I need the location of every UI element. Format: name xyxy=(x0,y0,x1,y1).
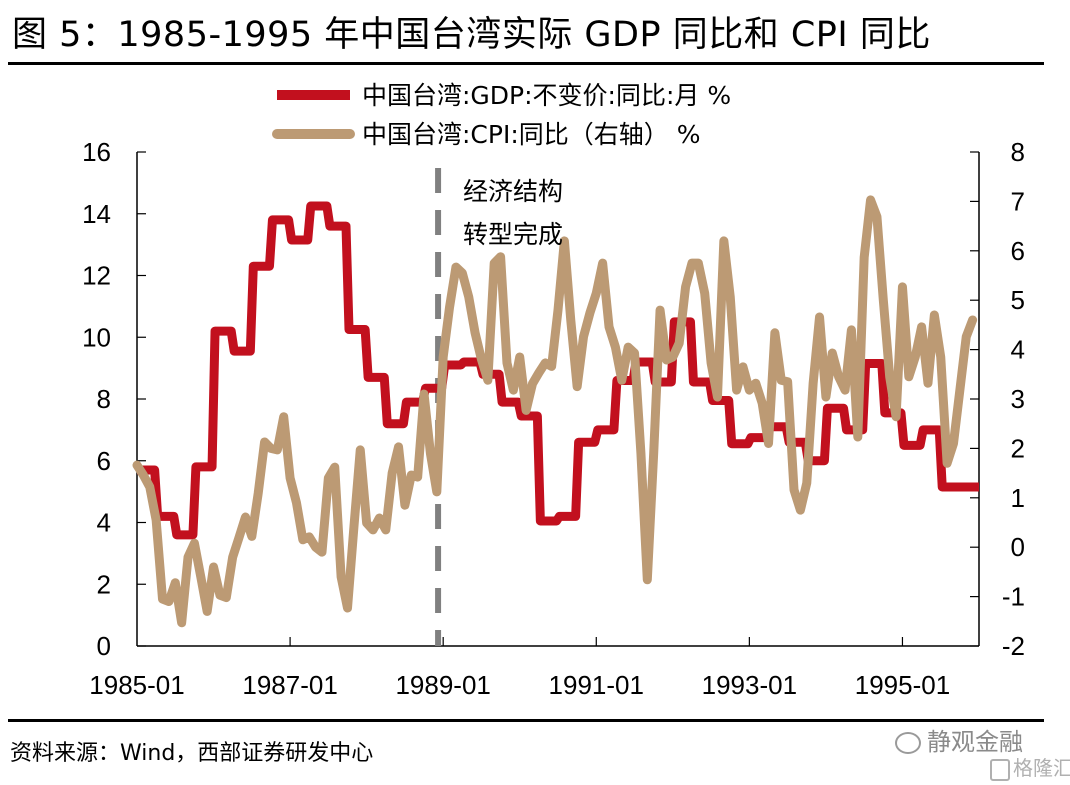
x-tick-label: 1987-01 xyxy=(242,670,337,700)
series-group xyxy=(132,195,979,628)
x-tick-label: 1993-01 xyxy=(702,670,797,700)
figure-title: 图 5：1985-1995 年中国台湾实际 GDP 同比和 CPI 同比 xyxy=(12,15,931,55)
y-right-tick-label: 4 xyxy=(1011,335,1025,365)
y-left-tick-label: 2 xyxy=(97,569,111,599)
y-left-tick-label: 0 xyxy=(97,631,111,661)
y-right-tick-label: 6 xyxy=(1011,236,1025,266)
legend-label-gdp: 中国台湾:GDP:不变价:同比:月 % xyxy=(362,81,731,110)
site-logo-icon xyxy=(990,758,1010,781)
watermark-site: 格隆汇 xyxy=(990,752,1070,781)
bottom-rule xyxy=(8,719,1044,722)
watermark-wechat: 静观金融 xyxy=(895,722,1023,757)
x-tick-label: 1985-01 xyxy=(89,670,184,700)
y-right-tick-label: 7 xyxy=(1011,186,1025,216)
watermark-site-text: 格隆汇 xyxy=(1013,756,1070,780)
wechat-icon xyxy=(895,732,921,754)
y-left-tick-label: 4 xyxy=(97,508,111,538)
source-note: 资料来源：Wind，西部证券研发中心 xyxy=(10,741,374,766)
y-left-tick-label: 8 xyxy=(97,384,111,414)
y-left-tick-label: 12 xyxy=(82,261,111,291)
annotation: 经济结构 转型完成 xyxy=(463,177,563,249)
y-right-tick-label: -1 xyxy=(1002,582,1025,612)
y-right-tick-label: 2 xyxy=(1011,433,1025,463)
watermark-wechat-text: 静观金融 xyxy=(927,728,1023,756)
annotation-line-2: 转型完成 xyxy=(463,220,563,249)
y-left-tick-label: 6 xyxy=(97,446,111,476)
y-left-tick-label: 16 xyxy=(82,137,111,167)
y-left-tick-label: 10 xyxy=(82,322,111,352)
y-right-tick-label: 3 xyxy=(1011,384,1025,414)
x-tick-label: 1991-01 xyxy=(549,670,644,700)
x-tick-label: 1989-01 xyxy=(395,670,490,700)
x-tick-label: 1995-01 xyxy=(855,670,950,700)
y-right-tick-label: 8 xyxy=(1011,137,1025,167)
y-right-tick-label: 5 xyxy=(1011,285,1025,315)
series-cpi-line xyxy=(132,195,978,628)
top-rule xyxy=(8,62,1044,65)
y-right-tick-label: 1 xyxy=(1011,483,1025,513)
y-left-tick-label: 14 xyxy=(82,199,111,229)
y-right-tick-label: -2 xyxy=(1002,631,1025,661)
legend: 中国台湾:GDP:不变价:同比:月 % 中国台湾:CPI:同比（右轴） % xyxy=(272,81,731,149)
y-right-tick-label: 0 xyxy=(1011,532,1025,562)
legend-label-cpi: 中国台湾:CPI:同比（右轴） % xyxy=(362,120,700,149)
annotation-line-1: 经济结构 xyxy=(463,177,563,206)
